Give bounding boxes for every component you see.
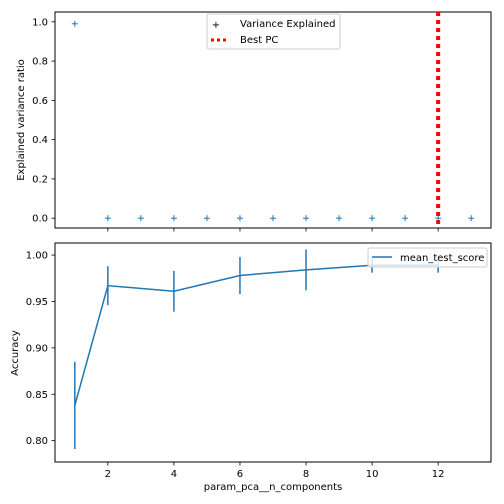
variance-y-tick-label: 0.0 — [32, 214, 48, 225]
accuracy-x-tick-label: 6 — [237, 469, 243, 480]
accuracy-y-ticks: 0.80 0.85 0.90 0.95 1.00 — [26, 251, 55, 447]
variance-point — [270, 215, 276, 222]
accuracy-x-tick-label: 10 — [366, 469, 379, 480]
accuracy-legend-box — [367, 247, 488, 268]
variance-point — [104, 215, 111, 222]
variance-point — [137, 215, 144, 222]
variance-x-ticks — [107, 228, 439, 232]
variance-point — [435, 215, 442, 222]
variance-legend: + Variance Explained Best PC — [206, 13, 341, 50]
variance-y-tick-label: 0.4 — [32, 135, 48, 146]
accuracy-x-tick-label: 12 — [432, 469, 445, 480]
variance-y-ticks: 0.0 0.2 0.4 0.6 0.8 1.0 — [32, 17, 55, 225]
accuracy-y-tick-label: 0.80 — [26, 436, 48, 447]
accuracy-y-tick-label: 0.95 — [26, 297, 48, 308]
variance-y-tick-label: 0.6 — [32, 96, 48, 107]
variance-point — [303, 215, 310, 222]
variance-point — [236, 215, 243, 222]
accuracy-x-tick-label: 4 — [171, 469, 177, 480]
variance-point — [71, 20, 78, 27]
accuracy-y-tick-label: 0.90 — [26, 343, 48, 354]
variance-markers — [71, 20, 475, 222]
accuracy-plot: 2 4 6 8 10 12 0.80 0.85 0.90 0.95 1.00 Accuracy p… — [10, 242, 492, 493]
variance-plot: 0.0 0.2 0.4 0.6 0.8 1.0 Explained variance ra… — [16, 11, 492, 232]
accuracy-y-axis-label: Accuracy — [10, 330, 21, 376]
accuracy-x-ticks: 2 4 6 8 10 12 — [105, 462, 445, 480]
accuracy-y-tick-label: 1.00 — [26, 251, 48, 262]
variance-point — [369, 215, 376, 222]
accuracy-x-axis-label: param_pca__n_components — [204, 482, 343, 493]
variance-y-axis-label: Explained variance ratio — [16, 59, 27, 181]
legend-variance-marker: + — [212, 20, 220, 31]
accuracy-x-tick-label: 8 — [303, 469, 309, 480]
variance-point — [402, 215, 409, 222]
legend-mean-test-score-label: mean_test_score — [400, 253, 484, 264]
variance-y-tick-label: 0.8 — [32, 57, 48, 68]
variance-y-tick-label: 0.2 — [32, 174, 48, 185]
accuracy-y-tick-label: 0.85 — [26, 390, 48, 401]
variance-point — [203, 215, 210, 222]
variance-plot-frame — [54, 11, 492, 229]
accuracy-x-tick-label: 2 — [105, 469, 111, 480]
variance-point — [170, 215, 177, 222]
legend-variance-label: Variance Explained — [240, 19, 335, 30]
variance-point — [468, 215, 475, 222]
variance-y-tick-label: 1.0 — [32, 17, 48, 28]
legend-best-pc-label: Best PC — [240, 35, 278, 46]
accuracy-plot-frame — [54, 242, 492, 463]
variance-point — [336, 215, 343, 222]
accuracy-legend: mean_test_score — [367, 247, 488, 268]
variance-legend-box — [206, 13, 341, 50]
